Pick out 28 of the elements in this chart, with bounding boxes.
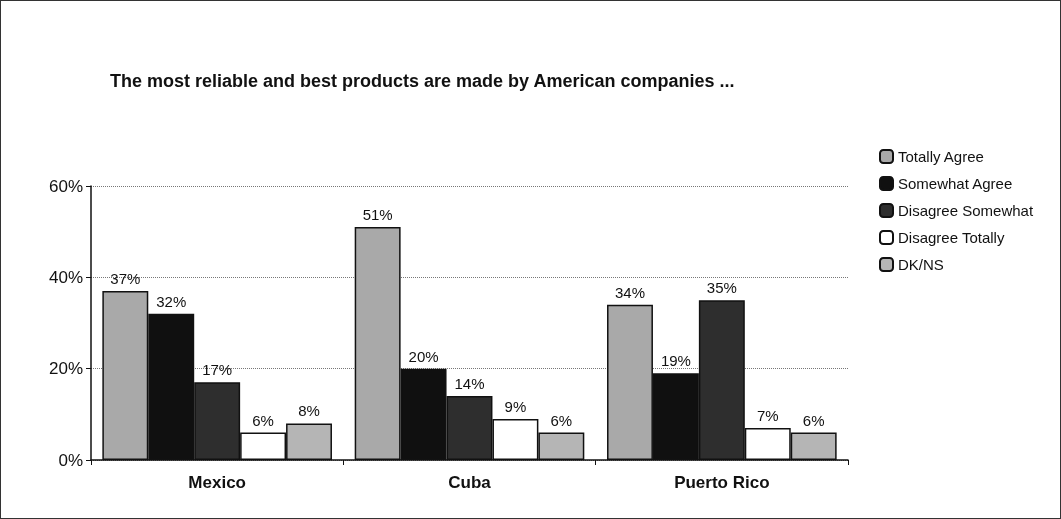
data-label: 34% <box>614 283 645 301</box>
legend-label: Somewhat Agree <box>898 175 1013 192</box>
y-tick-label: 20% <box>48 359 83 379</box>
data-label: 7% <box>756 407 779 425</box>
x-tick-label: Puerto Rico <box>674 473 770 492</box>
chart-title: The most reliable and best products are made by American companies ... <box>110 71 735 91</box>
data-label: 35% <box>706 279 737 297</box>
data-label: 6% <box>252 411 274 429</box>
data-label: 37% <box>110 270 141 288</box>
data-label: 17% <box>202 361 233 379</box>
y-tick-label: 0% <box>58 450 83 470</box>
data-label: 32% <box>156 292 187 310</box>
data-label: 6% <box>550 411 573 429</box>
legend-label: Disagree Totally <box>898 229 1005 246</box>
data-label: 8% <box>298 402 320 420</box>
legend-label: Disagree Somewhat <box>898 202 1034 219</box>
data-label: 6% <box>802 411 825 429</box>
x-tick-label: Cuba <box>448 473 492 492</box>
y-tick-label: 40% <box>48 267 83 287</box>
legend-label: DK/NS <box>898 256 944 273</box>
data-label: 14% <box>454 375 485 393</box>
data-label: 9% <box>504 397 527 415</box>
data-label: 51% <box>362 206 393 224</box>
y-tick-label: 60% <box>48 176 83 196</box>
data-label: 19% <box>660 352 691 370</box>
legend-label: Totally Agree <box>898 148 984 165</box>
x-tick-label: Mexico <box>188 473 246 492</box>
data-label: 20% <box>408 347 439 365</box>
